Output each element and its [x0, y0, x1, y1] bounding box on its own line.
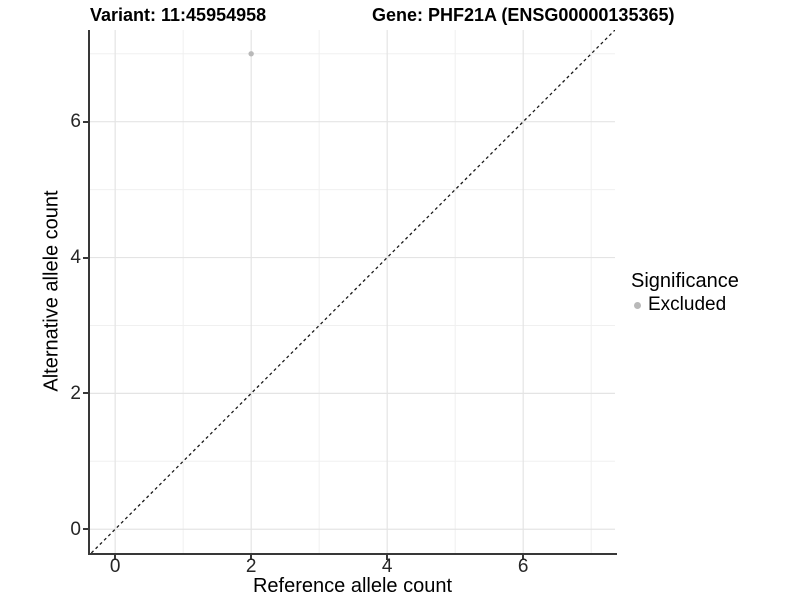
- y-axis-tick-label: 2: [70, 382, 81, 404]
- legend-item: Excluded: [631, 294, 739, 316]
- plot-panel: [90, 30, 615, 553]
- y-axis-tick-mark: [83, 392, 88, 395]
- x-axis-tick-mark: [522, 555, 525, 560]
- plot-title-variant: Variant: 11:45954958: [90, 5, 267, 25]
- y-axis-tick-label: 0: [70, 518, 81, 540]
- y-axis-title: Alternative allele count: [40, 190, 63, 392]
- x-axis-tick-mark: [114, 555, 117, 560]
- x-axis-line: [88, 553, 617, 555]
- legend-point-icon: [634, 301, 641, 309]
- data-point: [248, 51, 254, 57]
- x-axis-title: Reference allele count: [252, 575, 452, 597]
- x-axis-tick-label: 6: [517, 556, 529, 577]
- x-axis-tick-mark: [250, 555, 253, 560]
- legend-title: Significance: [631, 270, 739, 292]
- x-axis-tick-label: 4: [381, 556, 393, 577]
- legend-items: Excluded: [631, 294, 739, 316]
- legend-item-label: Excluded: [648, 294, 727, 315]
- y-axis-line: [88, 30, 90, 555]
- legend: Significance Excluded: [631, 270, 739, 316]
- y-axis-tick-label: 6: [70, 111, 81, 133]
- x-axis-tick-mark: [386, 555, 389, 560]
- x-axis-tick-label: 0: [109, 556, 121, 577]
- x-axis-tick-label: 2: [245, 556, 257, 577]
- y-axis-tick-mark: [83, 120, 88, 123]
- plot-title-gene: Gene: PHF21A (ENSG00000135365): [372, 5, 675, 25]
- identity-reference-line: [90, 30, 615, 553]
- y-axis-tick-mark: [83, 528, 88, 531]
- y-axis-tick-label: 4: [70, 247, 81, 269]
- y-axis-tick-mark: [83, 256, 88, 259]
